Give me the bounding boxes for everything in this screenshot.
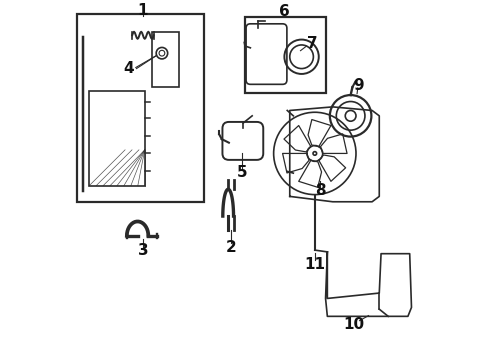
Bar	[152, 32, 179, 87]
Text: 1: 1	[138, 3, 148, 18]
Text: 5: 5	[237, 165, 247, 180]
Bar	[89, 91, 145, 186]
Bar	[77, 14, 204, 202]
Bar	[245, 17, 325, 93]
Text: 4: 4	[123, 61, 134, 76]
Text: 10: 10	[343, 318, 365, 332]
Text: 6: 6	[279, 4, 290, 19]
Text: 8: 8	[315, 183, 325, 198]
Text: 9: 9	[354, 77, 364, 93]
Text: 7: 7	[307, 36, 318, 51]
Text: 11: 11	[304, 257, 325, 272]
Text: 2: 2	[226, 240, 237, 255]
Text: 3: 3	[138, 243, 148, 258]
